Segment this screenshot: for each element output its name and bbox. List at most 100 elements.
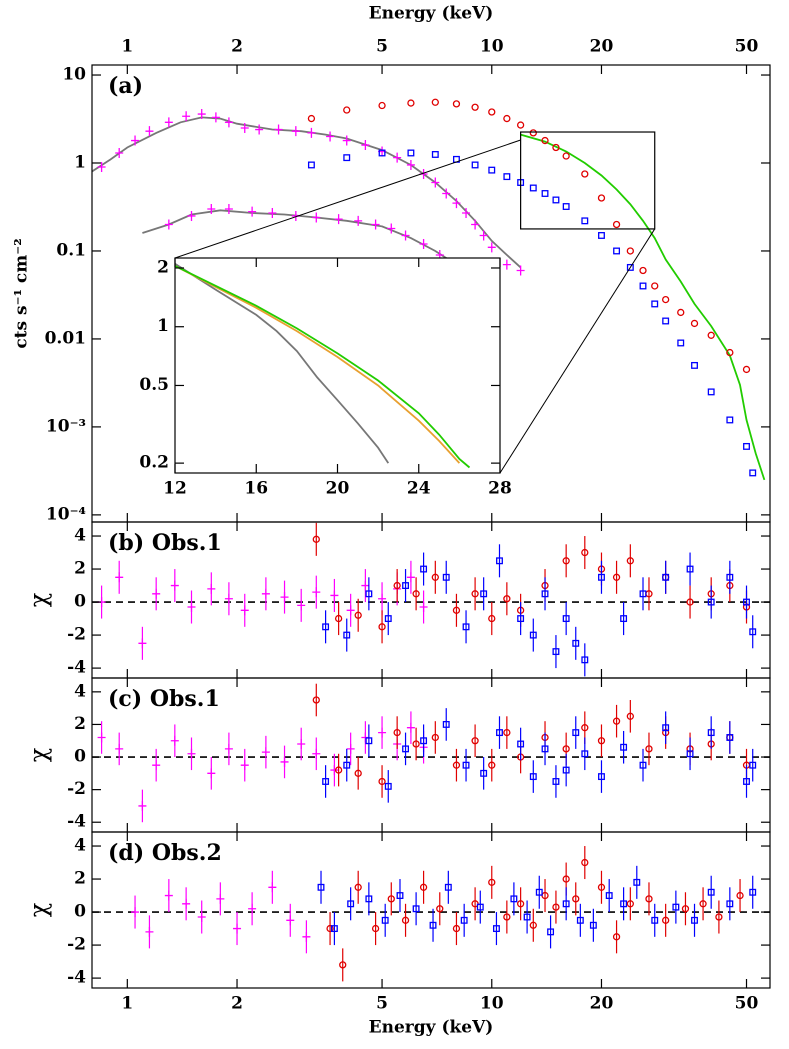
data-point [420, 565, 428, 573]
data-point [381, 916, 389, 924]
panel: 12 16 20 24 28 2 1 0.5 0.2 [139, 257, 512, 499]
data-point [503, 114, 511, 123]
y-tick-label: 10⁻⁴ [46, 504, 86, 524]
data-point [420, 737, 428, 745]
data-point [517, 615, 525, 623]
y-axis-title: χ [25, 902, 53, 917]
data-point [651, 916, 659, 924]
data-point [452, 761, 461, 769]
data-point [502, 259, 511, 270]
data-point [274, 124, 283, 135]
data-point [476, 903, 484, 911]
data-point [233, 923, 242, 934]
y-tick-label: 4 [74, 681, 86, 701]
data-point [280, 756, 289, 767]
x-tick-label: 5 [376, 994, 388, 1014]
data-point [496, 557, 503, 565]
data-point [407, 149, 415, 157]
data-point [347, 900, 355, 908]
data-point [639, 761, 647, 769]
data-point [406, 159, 415, 170]
data-point [365, 590, 373, 598]
x-tick-label: 50 [735, 37, 759, 57]
zoom-connector [174, 139, 521, 259]
x-tick-label: 12 [163, 479, 187, 499]
data-point [412, 905, 420, 913]
y-axis-title: χ [25, 747, 53, 762]
data-point [707, 388, 715, 396]
data-point [626, 263, 634, 271]
data-point [330, 590, 339, 601]
data-point [322, 778, 330, 785]
data-point [672, 903, 680, 911]
data-point [462, 623, 470, 631]
data-point [378, 777, 386, 786]
y-tick-label: 0.2 [139, 453, 169, 473]
data-point [612, 717, 621, 725]
data-point [452, 606, 461, 614]
data-point [462, 761, 470, 769]
data-point [471, 590, 479, 598]
data-point [346, 743, 355, 754]
data-point [581, 858, 589, 867]
plot-area [92, 98, 766, 481]
data-point [541, 745, 549, 753]
x-tick-label: 1 [121, 994, 133, 1014]
y-tick-label: 2 [74, 559, 86, 579]
data-point [581, 170, 589, 178]
data-point [170, 735, 179, 746]
data-point [384, 782, 392, 790]
data-point [384, 615, 392, 623]
y-tick-label: -2 [67, 625, 86, 645]
data-point [510, 895, 518, 903]
data-point [378, 149, 386, 157]
data-point [343, 761, 351, 769]
data-point [562, 203, 570, 210]
data-point [488, 761, 496, 769]
data-point [115, 743, 124, 754]
data-point [572, 729, 580, 737]
panel-label: (d) Obs.2 [108, 840, 222, 866]
data-point [612, 573, 621, 581]
data-point [339, 961, 347, 969]
data-point [207, 203, 216, 214]
data-point [431, 98, 439, 106]
data-point [115, 572, 124, 583]
data-point [442, 188, 451, 199]
data-point [431, 573, 439, 581]
data-point [529, 631, 537, 639]
data-point [152, 760, 161, 771]
data-point [248, 903, 257, 914]
data-point [488, 878, 496, 886]
data-point [707, 598, 715, 606]
data-point [216, 893, 225, 904]
data-point [145, 926, 154, 937]
data-point [749, 888, 757, 896]
data-point [187, 748, 196, 759]
data-point [419, 883, 428, 891]
data-point [517, 740, 525, 748]
x-axis-title: Energy (keV) [369, 4, 494, 24]
data-point [651, 282, 659, 290]
data-point [639, 590, 647, 598]
data-point [182, 898, 191, 909]
data-point [419, 239, 428, 250]
data-point [131, 135, 140, 146]
data-point [268, 882, 277, 893]
data-point [488, 166, 496, 174]
data-point [286, 915, 295, 926]
data-point [686, 565, 694, 573]
data-point [691, 916, 698, 924]
data-point [589, 921, 597, 929]
data-point [562, 615, 570, 623]
data-point [562, 900, 570, 908]
data-point [182, 111, 191, 122]
data-point [224, 593, 233, 604]
x-axis-title: Energy (keV) [369, 1018, 494, 1038]
y-tick-label: -2 [67, 779, 86, 799]
data-point [552, 196, 560, 204]
data-point [326, 131, 335, 142]
data-point [576, 916, 584, 924]
data-point [529, 184, 537, 192]
